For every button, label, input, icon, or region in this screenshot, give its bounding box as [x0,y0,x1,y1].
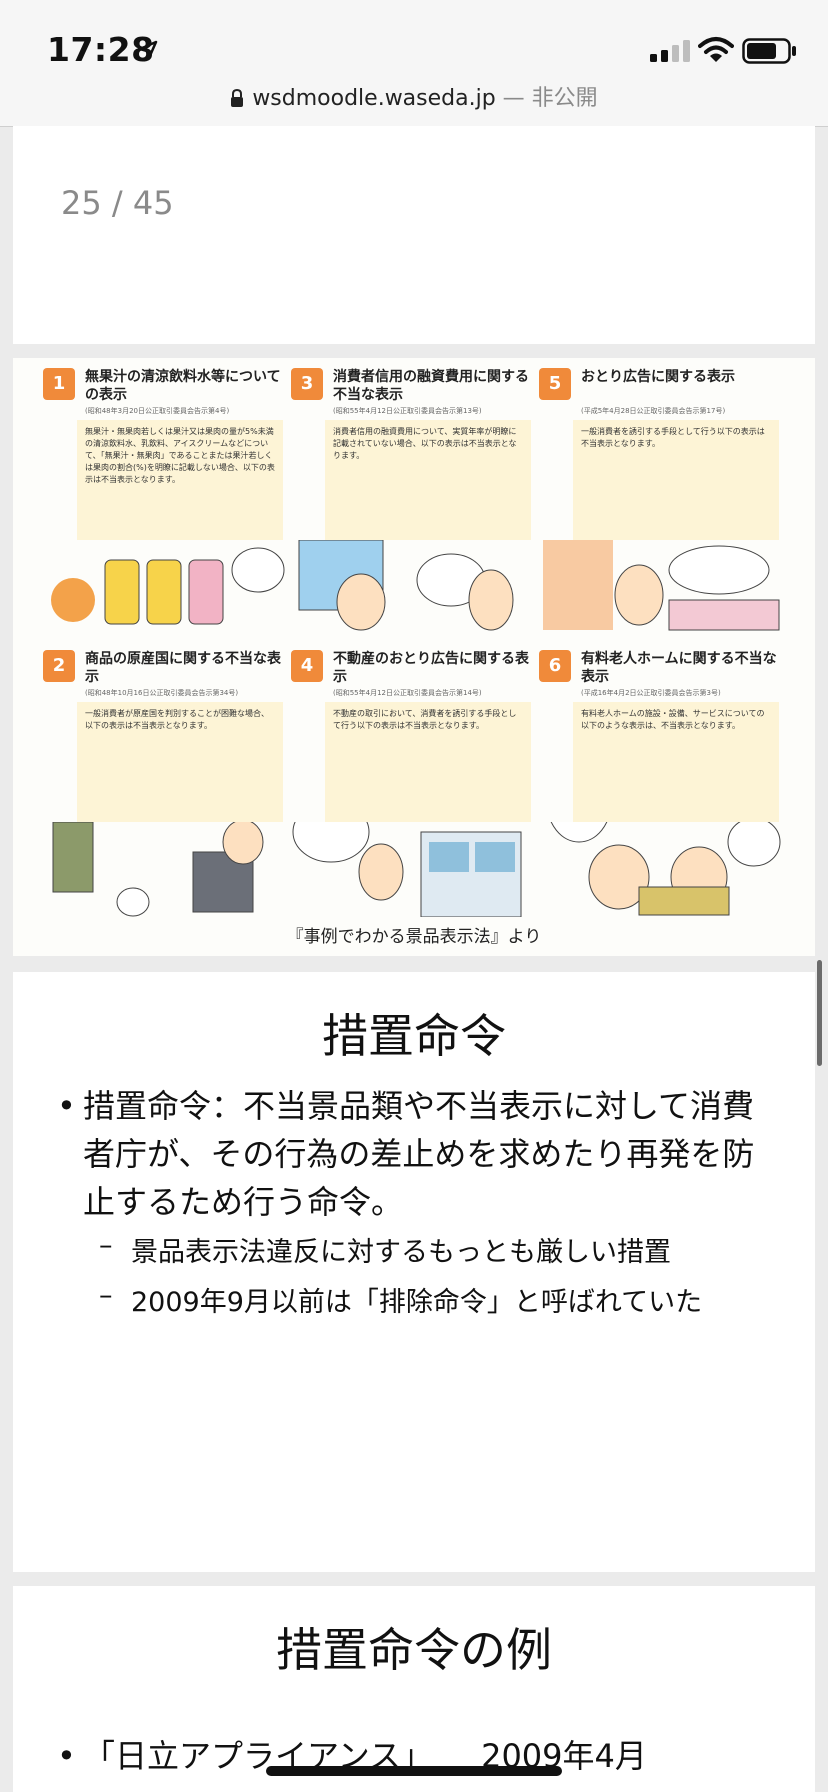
panel-number: 2 [43,650,75,682]
panel-source: (昭和48年10月16日公正取引委員会告示第34号) [85,689,239,697]
page-counter: 25 / 45 [61,184,174,222]
panel-title: おとり広告に関する表示 [581,369,735,385]
signal-icon [650,40,690,62]
dash-icon: – [99,1230,113,1261]
clock: 17:28 [47,30,155,69]
slide-measures: 措置命令 • 措置命令：不当景品類や不当表示に対して消費者庁が、その行為の差止め… [13,972,815,1572]
sub-bullet-1: – 景品表示法違反に対するもっとも厳しい措置 [99,1230,671,1269]
battery-icon [742,38,796,64]
url-private-label: — 非公開 [495,86,598,111]
panel-body: 不動産の取引において、消費者を誘引する手段として行う以下の表示は不当表示となりま… [325,702,531,822]
image-credit: 『事例でわかる景品表示法』より [286,927,542,947]
real-estate-ad-illustration [292,822,522,917]
juice-cans-illustration [51,547,285,625]
slide-title: 措置命令の例 [276,1623,552,1677]
dash-icon: – [99,1280,113,1311]
slide-counter-card: 25 / 45 [13,126,815,344]
panel-title: 無果汁の清涼飲料水等についての表示 [85,369,281,403]
nursing-home-illustration [550,822,781,916]
panel-source: (昭和55年4月12日公正取引委員会告示第14号) [333,689,482,697]
panel-number: 6 [539,650,571,682]
bullet-dot-icon: • [57,1087,76,1125]
location-arrow-icon [138,40,158,60]
panel-number: 5 [539,368,571,400]
slide-examples: 措置命令の例 • 「日立アプライアンス」 2009年4月 [13,1586,815,1792]
loan-sign-illustration [298,540,514,631]
panel-title: 不動産のおとり広告に関する表示 [333,651,529,685]
wifi-icon [698,37,734,62]
clothing-origin-illustration [52,822,264,917]
bait-ad-illustration [543,540,780,631]
url-text: wsdmoodle.waseda.jp [252,86,496,111]
sub-bullet-text: 2009年9月以前は「排除命令」と呼ばれていた [131,1287,703,1318]
sub-bullet-text: 景品表示法違反に対するもっとも厳しい措置 [131,1237,671,1268]
infographic-slide: 1 無果汁の清涼飲料水等についての表示 (昭和48年3月20日公正取引委員会告示… [13,358,815,956]
url-bar[interactable]: wsdmoodle.waseda.jp — 非公開 [0,80,828,112]
status-bar: 17:28 wsdmoodle.waseda.jp — 非公開 [0,0,828,127]
bullet-text: 措置命令：不当景品類や不当表示に対して消費者庁が、その行為の差止めを求めたり再発… [83,1087,755,1221]
panel-number: 3 [291,368,323,400]
panel-title: 商品の原産国に関する不当な表示 [85,651,281,685]
panel-source: (平成16年4月2日公正取引委員会告示第3号) [581,689,721,697]
panel-body: 有料老人ホームの施設・設備、サービスについての以下のような表示は、不当表示となり… [573,702,779,822]
panel-source: (平成5年4月28日公正取引委員会告示第17号) [581,407,726,415]
home-indicator[interactable] [266,1766,562,1776]
panel-source: (昭和55年4月12日公正取引委員会告示第13号) [333,407,482,415]
panel-title: 消費者信用の融資費用に関する不当な表示 [333,369,529,403]
panel-source: (昭和48年3月20日公正取引委員会告示第4号) [85,407,230,415]
panel-body: 一般消費者を誘引する手段として行う以下の表示は不当表示となります。 [573,420,779,540]
panel-number: 4 [291,650,323,682]
slide-title: 措置命令 [322,1009,506,1063]
panel-body: 無果汁・無果肉若しくは果汁又は果肉の量が5%未満の清涼飲料水、乳飲料、アイスクリ… [77,420,283,540]
panel-title: 有料老人ホームに関する不当な表示 [581,651,777,685]
lock-icon [231,89,244,107]
bullet-item: • 措置命令：不当景品類や不当表示に対して消費者庁が、その行為の差止めを求めたり… [57,1082,763,1226]
panel-body: 一般消費者が原産国を判別することが困難な場合、以下の表示は不当表示となります。 [77,702,283,822]
sub-bullet-2: – 2009年9月以前は「排除命令」と呼ばれていた [99,1280,703,1319]
bullet-dot-icon: • [57,1737,76,1775]
panel-number: 1 [43,368,75,400]
scrollbar[interactable] [817,960,822,1066]
panel-body: 消費者信用の融資費用について、実質年率が明瞭に記載されていない場合、以下の表示は… [325,420,531,540]
